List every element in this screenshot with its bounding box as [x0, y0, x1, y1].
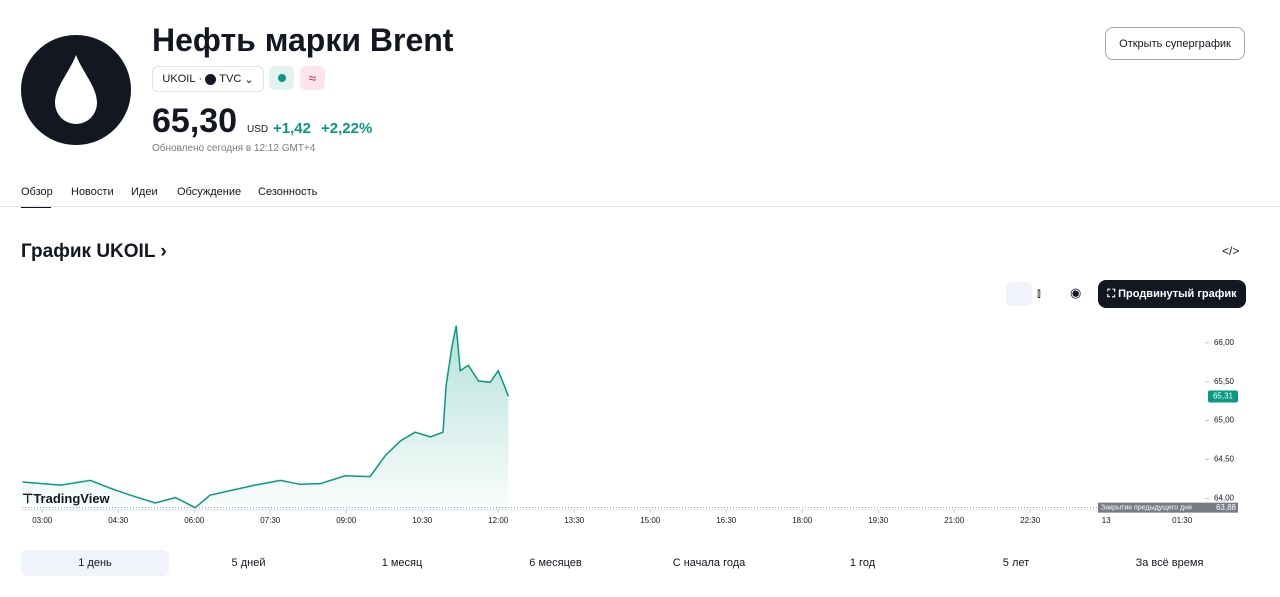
updated: Обновлено сегодня в 12:12 GMT+4	[152, 143, 316, 154]
drop-icon	[55, 55, 97, 124]
last-price-box	[1208, 390, 1238, 403]
range-button[interactable]: 6 месяцев	[529, 557, 582, 569]
divider	[0, 206, 1280, 207]
x-tick-label: 16:30	[716, 516, 737, 525]
range-button[interactable]: 5 лет	[1002, 557, 1030, 569]
super-button[interactable]: Открыть суперграфик	[1105, 27, 1245, 60]
y-tick-label: 64,50	[1214, 455, 1235, 464]
candle-button[interactable]: ⫾	[1037, 286, 1041, 300]
range-button[interactable]: 1 год	[849, 557, 876, 569]
y-tick-label: 65,00	[1214, 416, 1235, 425]
range-button[interactable]: 1 день	[21, 550, 169, 576]
prev-close-box	[1098, 502, 1238, 513]
x-tick-label: 07:30	[260, 516, 281, 525]
change-pct: +2,22%	[321, 120, 373, 137]
currency: USD	[247, 124, 269, 135]
x-tick-label: 04:30	[108, 516, 129, 525]
tab-underline	[21, 206, 51, 208]
y-tick-label: 64,00	[1214, 493, 1235, 502]
symbol: UKOIL	[162, 73, 196, 85]
x-tick-label: 01:30	[1172, 516, 1193, 525]
section-title[interactable]: График UKOIL ›	[21, 241, 167, 262]
tab[interactable]: Обзор	[21, 186, 53, 198]
change: +1,42	[273, 120, 311, 137]
tab[interactable]: Сезонность	[258, 186, 318, 198]
tv-logo-text: TradingView	[33, 491, 110, 506]
embed-icon[interactable]: </>	[1222, 244, 1240, 258]
x-tick-label: 15:00	[640, 516, 661, 525]
x-tick-label: 22:30	[1020, 516, 1041, 525]
x-tick-label: 13:30	[564, 516, 585, 525]
area	[22, 325, 509, 510]
x-tick-label: 13	[1102, 516, 1111, 525]
chart: 64,00 64,50 65,00 65,50 66,00 03:00 04:30 06:00…	[22, 325, 1238, 525]
section-title-text: График UKOIL	[21, 241, 156, 262]
y-tick-label: 65,50	[1214, 377, 1235, 386]
x-tick-label: 18:00	[792, 516, 813, 525]
price-line	[22, 325, 510, 509]
range-button[interactable]: 1 месяц	[381, 557, 423, 569]
title: Нефть марки Brent	[152, 22, 454, 58]
tab[interactable]: Новости	[71, 186, 114, 198]
badge[interactable]: ≈	[300, 66, 325, 90]
advanced-text: Продвинутый график	[1118, 288, 1237, 300]
range-button[interactable]: 5 дней	[231, 557, 266, 569]
tab[interactable]: Обсуждение	[177, 186, 242, 198]
status-chip[interactable]	[269, 66, 294, 90]
y-tick-label: 66,00	[1214, 338, 1235, 347]
x-tick-label: 19:30	[868, 516, 889, 525]
advanced-button[interactable]: ⛶ Продвинутый график	[1098, 280, 1246, 308]
snapshot-button[interactable]: ◉	[1070, 285, 1082, 300]
logo-icon	[21, 35, 131, 145]
x-tick-label: 12:00	[488, 516, 509, 525]
line-style-button[interactable]	[1006, 282, 1032, 306]
range-button[interactable]: За всё время	[1135, 557, 1204, 569]
range-button[interactable]: С начала года	[672, 557, 746, 569]
x-tick-label: 10:30	[412, 516, 433, 525]
prev-close-name: Закрытие предыдущего дня	[1101, 505, 1192, 512]
tab[interactable]: Идеи	[131, 186, 158, 198]
prev-close-label: 63,88	[1216, 503, 1237, 512]
x-tick-label: 21:00	[944, 516, 965, 525]
price: 65,30	[152, 102, 238, 140]
last-price-label: 65,31	[1213, 392, 1234, 401]
exchange: TVC	[219, 73, 242, 85]
tv-logo: ⊤TradingView	[22, 491, 110, 506]
x-tick-label: 03:00	[32, 516, 53, 525]
symbol-chip[interactable]: UKOIL · TVC ⌄	[152, 66, 264, 92]
x-tick-label: 09:00	[336, 516, 357, 525]
x-tick-label: 06:00	[184, 516, 205, 525]
